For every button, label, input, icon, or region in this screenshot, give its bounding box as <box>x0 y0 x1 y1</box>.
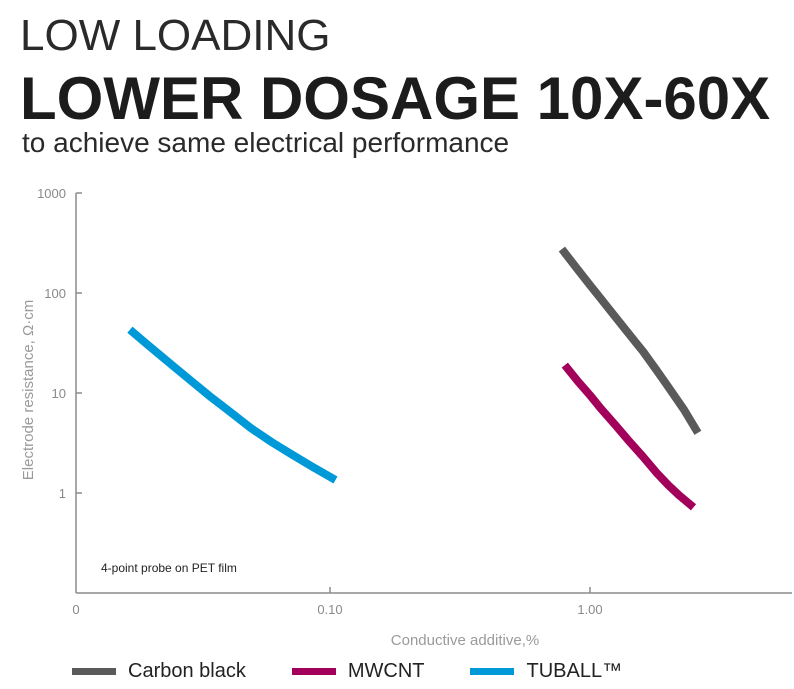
chart-annotation: 4-point probe on PET film <box>101 561 237 575</box>
series-line-carbon-black <box>558 246 702 435</box>
chart-ticks: 1 10 100 1000 0 0.10 1.00 <box>37 186 603 617</box>
chart-series <box>127 246 702 511</box>
legend-item: Carbon black <box>72 660 246 683</box>
page-subtitle: to achieve same electrical performance <box>22 127 510 158</box>
legend-label: TUBALL™ <box>526 660 623 682</box>
chart-legend: Carbon black MWCNT TUBALL™ <box>72 660 668 683</box>
x-tick-label: 0.10 <box>317 602 342 617</box>
y-tick-label: 1000 <box>37 186 66 201</box>
legend-label: MWCNT <box>347 660 425 682</box>
page-kicker: LOW LOADING <box>20 11 331 60</box>
chart-axes <box>75 193 792 594</box>
x-tick-label: 1.00 <box>577 602 602 617</box>
series-line-mwcnt <box>561 362 697 511</box>
legend-swatch <box>291 668 336 675</box>
page-title: LOWER DOSAGE 10X-60X <box>20 65 771 132</box>
x-tick-label: 0 <box>72 602 79 617</box>
legend-swatch <box>470 668 515 675</box>
legend-label: Carbon black <box>128 660 246 682</box>
series-line-tuball <box>127 326 338 484</box>
legend-swatch <box>72 668 116 675</box>
legend-item: MWCNT <box>291 660 425 683</box>
legend-item: TUBALL™ <box>470 660 622 683</box>
y-tick-label: 10 <box>52 386 66 401</box>
y-tick-label: 1 <box>59 486 66 501</box>
y-axis-title: Electrode resistance, Ω·cm <box>20 300 37 480</box>
x-axis-title: Conductive additive,% <box>391 632 539 649</box>
y-tick-label: 100 <box>44 286 66 301</box>
